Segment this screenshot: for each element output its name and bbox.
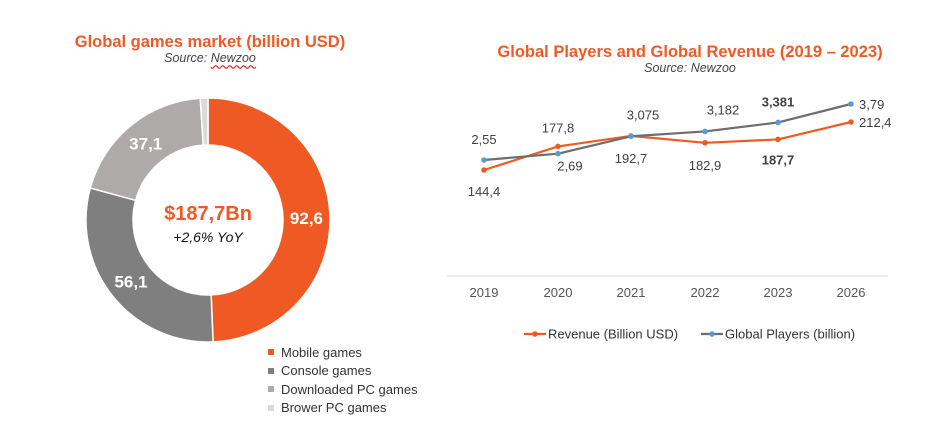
pie-legend-label: Brower PC games <box>281 400 387 416</box>
line-chart-subtitle: Source: Newzoo <box>644 61 736 75</box>
pie-legend-label: Console games <box>281 363 372 379</box>
revenue-data-label: 192,7 <box>615 151 648 166</box>
pie-legend-swatch <box>268 349 274 356</box>
pie-legend-item: Brower PC games <box>268 399 418 418</box>
revenue-point <box>555 143 561 150</box>
x-tick-label: 2020 <box>544 285 573 300</box>
pie-legend-item: Console games <box>268 362 418 381</box>
players-data-label: 3,79 <box>859 97 884 112</box>
players-line <box>483 102 852 162</box>
x-tick-label: 2026 <box>837 285 866 300</box>
players-legend-marker <box>709 331 715 337</box>
donut-slice-label: 92,6 <box>290 209 323 228</box>
revenue-data-label: 144,4 <box>468 184 501 199</box>
x-tick-label: 2021 <box>617 285 646 300</box>
players-data-label: 3,075 <box>627 107 660 122</box>
revenue-point <box>848 119 854 125</box>
players-point <box>481 157 487 163</box>
line-chart: 2019 2020 2021 2022 2023 2026 144,4 177,8 192,7 1… <box>447 94 892 342</box>
pie-legend-swatch <box>268 386 274 393</box>
pie-chart-subtitle: Source: Newzoo <box>0 51 420 65</box>
donut-chart: 92,6 56,1 37,1 $187,7Bn +2,6% YoY <box>85 97 331 343</box>
revenue-point <box>775 136 781 143</box>
revenue-point <box>702 140 708 146</box>
donut-slice-brower-pc-games <box>199 97 209 146</box>
players-data-label: 3,381 <box>762 94 795 109</box>
revenue-legend-marker <box>532 331 538 337</box>
pie-chart-title: Global games market (billion USD) <box>74 33 346 51</box>
pie-legend-item: Mobile games <box>268 343 418 362</box>
pie-legend-item: Downloaded PC games <box>268 380 418 399</box>
donut-slice-label: 56,1 <box>114 272 147 291</box>
revenue-data-label: 187,7 <box>762 152 795 167</box>
donut-center-note: +2,6% YoY <box>173 229 244 245</box>
pie-legend-label: Mobile games <box>281 344 362 360</box>
donut-center-value: $187,7Bn <box>164 203 252 225</box>
donut-slice-console-games <box>85 187 214 343</box>
players-point <box>555 150 561 157</box>
x-tick-label: 2023 <box>764 285 793 300</box>
line-legend: Revenue (Billion USD) Global Players (bil… <box>524 327 855 342</box>
x-tick-label: 2022 <box>691 285 720 300</box>
revenue-line <box>483 120 852 172</box>
revenue-legend-label: Revenue (Billion USD) <box>548 327 678 342</box>
players-data-label: 2,55 <box>471 132 496 147</box>
revenue-data-label: 212,4 <box>859 115 892 130</box>
revenue-point <box>481 167 487 173</box>
players-point <box>628 133 634 140</box>
line-chart-title: Global Players and Global Revenue (2019 … <box>497 43 883 61</box>
revenue-data-label: 177,8 <box>542 120 575 135</box>
pie-subtitle-prefix: Source: <box>164 51 211 65</box>
pie-legend: Mobile games Console games Downloaded PC g… <box>268 343 418 417</box>
players-data-label: 3,182 <box>707 102 740 117</box>
x-tick-label: 2019 <box>470 285 499 300</box>
pie-legend-swatch <box>268 404 274 411</box>
players-data-label: 2,69 <box>557 159 582 174</box>
donut-slice-mobile-games <box>207 97 331 343</box>
pie-legend-label: Downloaded PC games <box>281 381 418 397</box>
donut-slice-label: 37,1 <box>129 135 162 154</box>
players-point <box>848 101 854 107</box>
players-point <box>775 119 781 126</box>
revenue-data-label: 182,9 <box>689 158 722 173</box>
players-point <box>702 128 708 135</box>
pie-legend-swatch <box>268 367 274 374</box>
pie-subtitle-source: Newzoo <box>210 51 256 65</box>
players-legend-label: Global Players (billion) <box>725 327 855 342</box>
